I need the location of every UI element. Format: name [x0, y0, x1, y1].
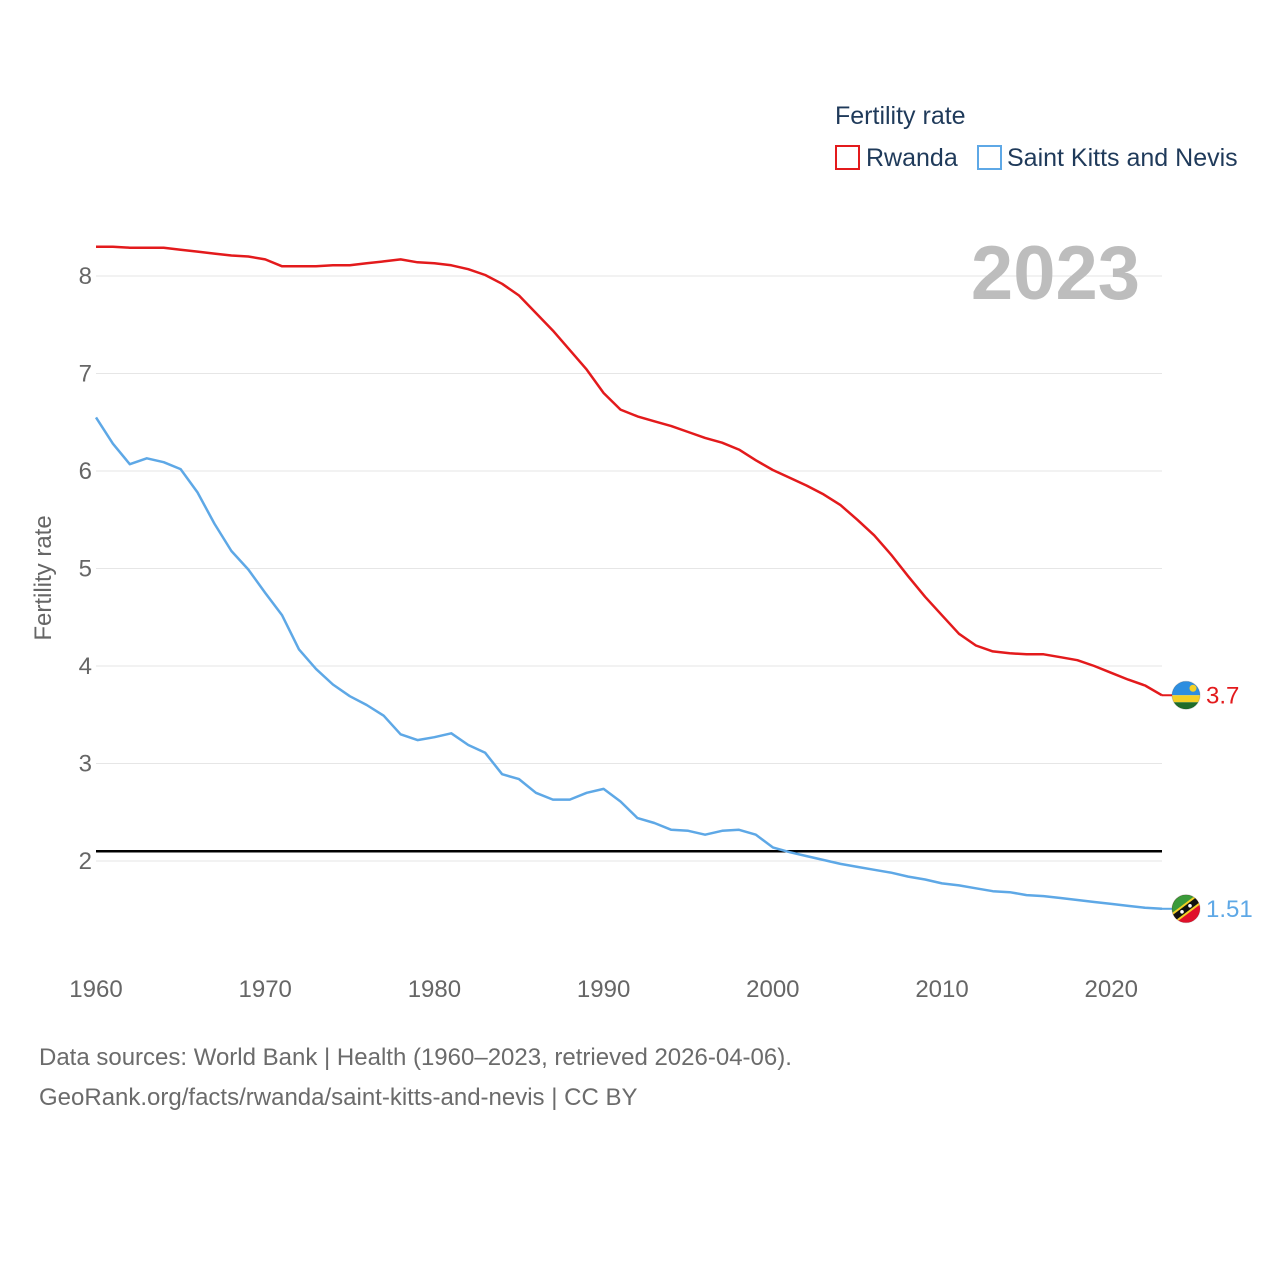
series-line-saint-kitts-and-nevis: [94, 416, 1163, 911]
legend-title: Fertility rate: [835, 102, 966, 130]
year-label: 2023: [971, 231, 1140, 316]
y-tick-label: 2: [79, 848, 92, 875]
x-tick-label: 1990: [577, 976, 630, 1003]
y-tick-label: 3: [79, 751, 92, 778]
series-lines: [94, 245, 1163, 911]
x-axis-ticks: 1960 1970 1980 1990 2000 2010 2020: [69, 976, 1138, 1003]
x-tick-label: 2010: [915, 976, 968, 1003]
line-chart: 2 3 4 5 6 7 8 1960 1970 1980 1990 2000 2010 2020 3.7…: [30, 102, 1253, 1003]
legend-label-saint-kitts-and-nevis: Saint Kitts and Nevis: [1007, 144, 1238, 172]
gridlines: [96, 275, 1162, 862]
x-tick-label: 1980: [408, 976, 461, 1003]
footer-source: Data sources: World Bank | Health (1960–…: [39, 1044, 792, 1071]
y-tick-label: 8: [79, 263, 92, 290]
y-tick-label: 5: [79, 556, 92, 583]
y-axis-ticks: 2 3 4 5 6 7 8: [79, 263, 92, 875]
y-tick-label: 7: [79, 361, 92, 388]
end-markers: 3.7 1.51: [1162, 680, 1253, 924]
y-tick-label: 4: [79, 653, 92, 680]
saint-kitts-and-nevis-flag-icon: [1171, 894, 1201, 924]
y-tick-label: 6: [79, 458, 92, 485]
legend-swatch-rwanda: [835, 145, 860, 170]
footer-credit: GeoRank.org/facts/rwanda/saint-kitts-and…: [39, 1084, 638, 1111]
end-value-label-saint-kitts-and-nevis: 1.51: [1206, 896, 1253, 923]
legend-swatch-saint-kitts-and-nevis: [977, 145, 1002, 170]
x-tick-label: 1960: [69, 976, 122, 1003]
x-tick-label: 1970: [239, 976, 292, 1003]
x-tick-label: 2020: [1085, 976, 1138, 1003]
legend-label-rwanda: Rwanda: [866, 144, 958, 172]
legend: Fertility rate Rwanda Saint Kitts and Ne…: [835, 102, 1238, 172]
x-tick-label: 2000: [746, 976, 799, 1003]
end-value-label-rwanda: 3.7: [1206, 682, 1239, 709]
y-axis-title: Fertility rate: [30, 515, 57, 640]
series-line-rwanda: [96, 245, 1163, 697]
rwanda-flag-icon: [1171, 680, 1201, 710]
